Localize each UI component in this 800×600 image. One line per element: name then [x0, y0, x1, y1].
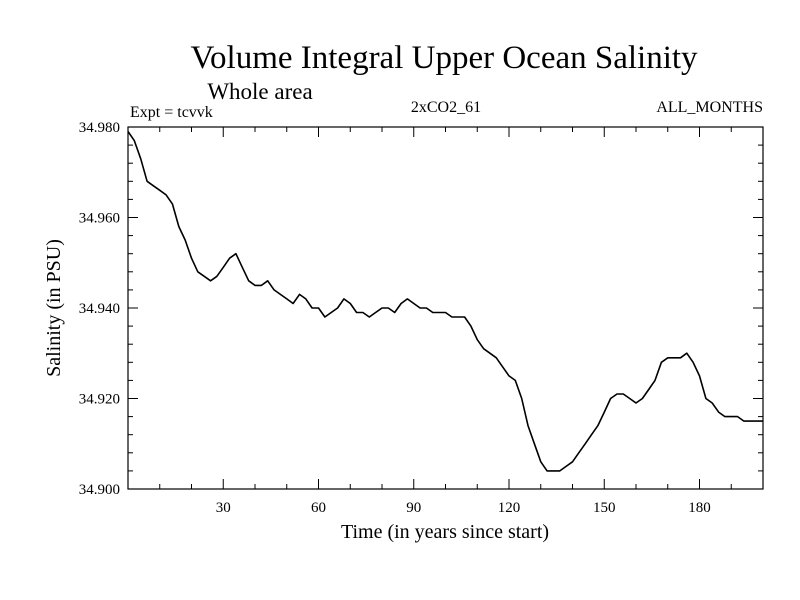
- chart-subtitle: Whole area: [207, 79, 312, 104]
- tick-labels-layer: 30 60 90 120 150 180 34.900 34.920 34.940 34.960 3…: [79, 120, 711, 516]
- series-layer: [127, 131, 763, 472]
- annotation-expt: Expt = tcvvk: [130, 104, 213, 121]
- ticks-layer: [128, 127, 763, 489]
- x-tick-label: 30: [216, 500, 231, 516]
- annotation-scenario: 2xCO2_61: [411, 99, 481, 116]
- x-tick-label: 120: [498, 500, 521, 516]
- y-tick-label: 34.980: [79, 120, 120, 136]
- y-tick-label: 34.900: [79, 482, 120, 498]
- plot-frame: [127, 126, 764, 490]
- y-tick-label: 34.940: [79, 301, 120, 317]
- salinity-series-line: [127, 131, 763, 472]
- y-axis-label: Salinity (in PSU): [43, 239, 65, 377]
- x-tick-label: 180: [688, 500, 711, 516]
- x-axis-label: Time (in years since start): [341, 521, 549, 543]
- y-tick-label: 34.920: [79, 392, 120, 408]
- y-tick-label: 34.960: [79, 211, 120, 227]
- chart-title: Volume Integral Upper Ocean Salinity: [190, 40, 698, 76]
- x-tick-label: 150: [593, 500, 616, 516]
- x-tick-label: 90: [406, 500, 421, 516]
- x-tick-label: 60: [311, 500, 326, 516]
- annotation-months: ALL_MONTHS: [656, 99, 763, 116]
